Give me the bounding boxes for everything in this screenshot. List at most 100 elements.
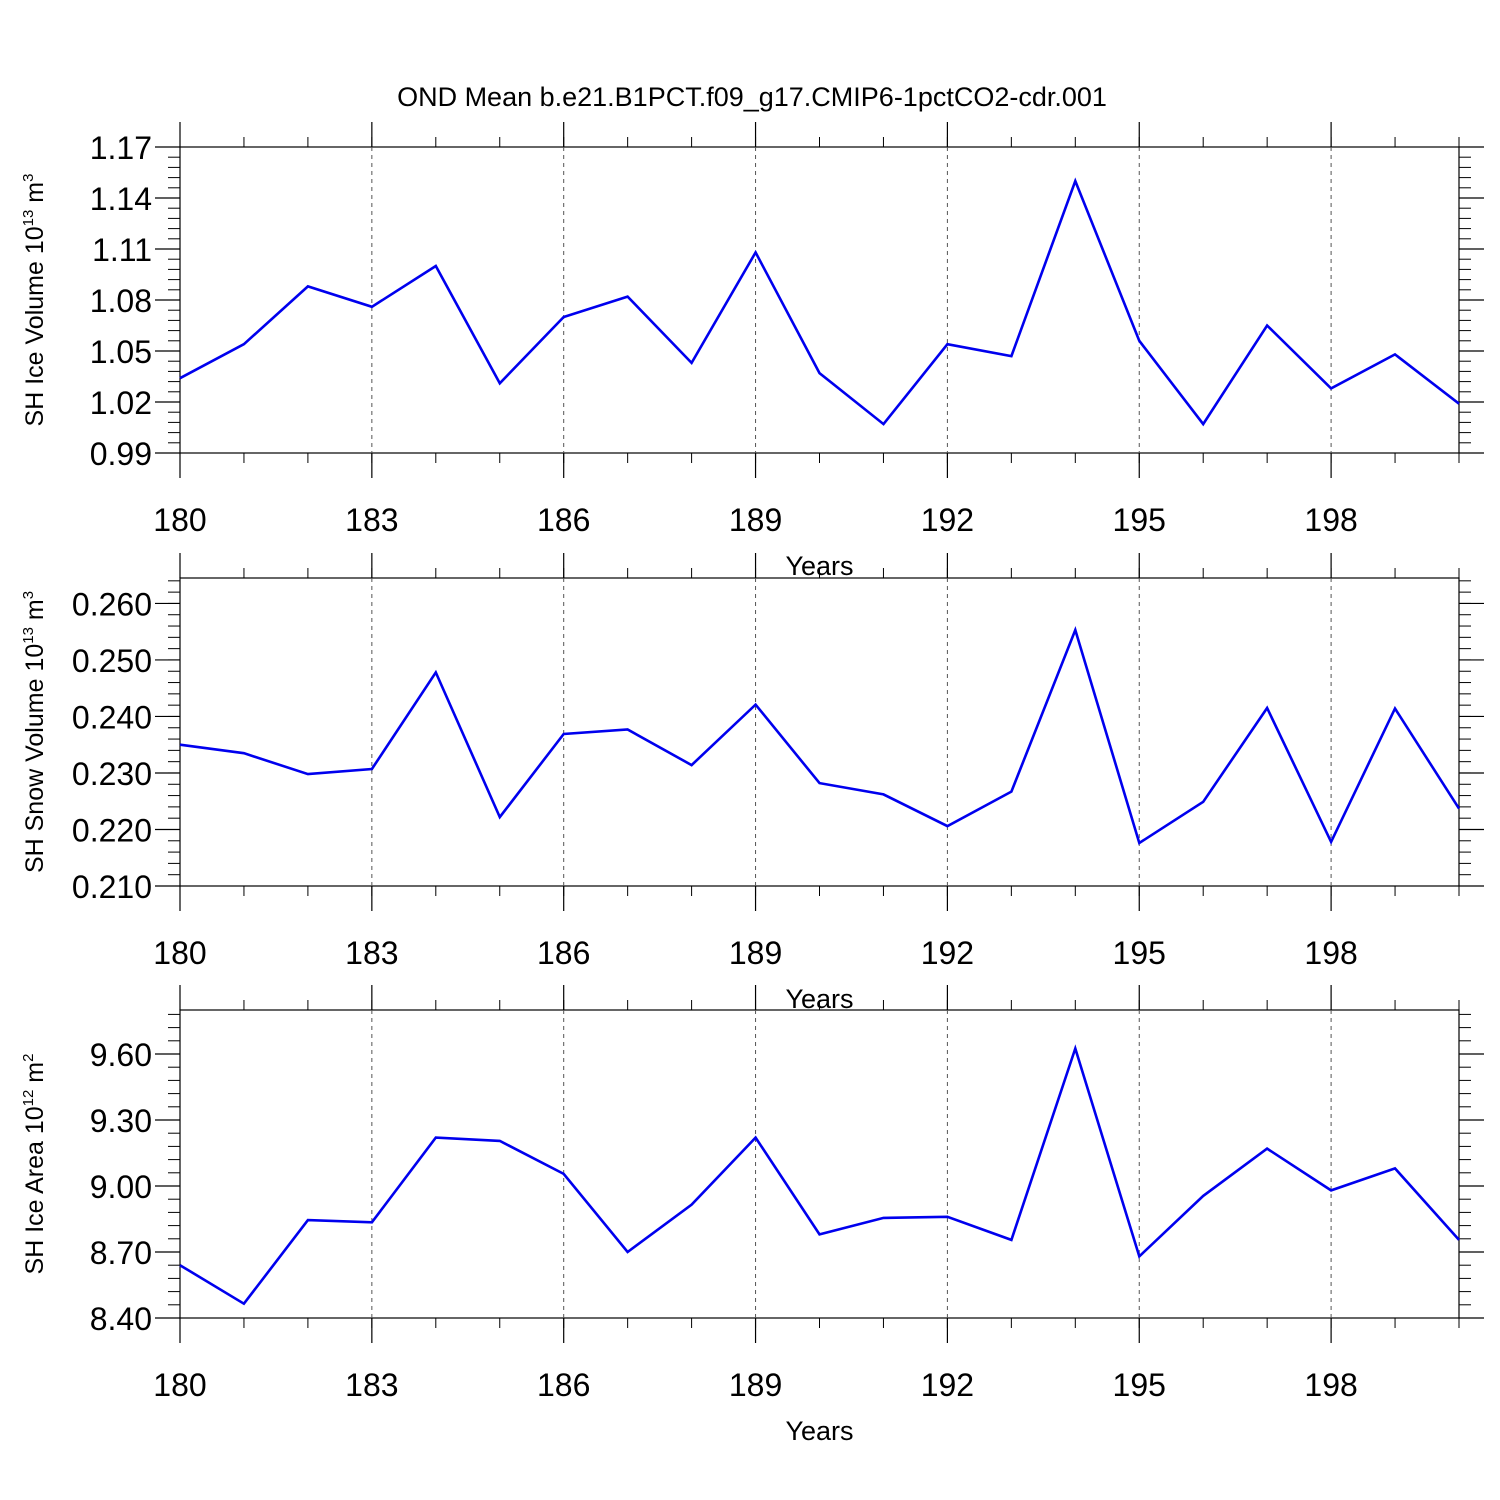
x-tick-label: 183 [345,935,398,971]
x-tick-label: 198 [1304,935,1357,971]
data-point [1393,1166,1397,1170]
data-point [881,792,885,796]
y-tick-label: 0.210 [72,869,152,905]
data-point [1201,800,1205,804]
data-point [498,815,502,819]
data-point [626,295,630,299]
y-tick-label: 1.14 [90,181,152,217]
y-axis-label: SH Snow Volume 1013 m3 [20,591,49,873]
x-tick-label: 189 [729,935,782,971]
x-tick-label: 195 [1113,502,1166,538]
x-tick-label: 183 [345,1367,398,1403]
data-point [498,1139,502,1143]
data-point [1201,1194,1205,1198]
y-tick-label: 9.60 [90,1037,152,1073]
x-tick-label: 198 [1304,1367,1357,1403]
data-point [306,1218,310,1222]
y-tick-label: 1.17 [90,130,152,166]
y-tick-label: 1.08 [90,283,152,319]
y-tick-label: 1.02 [90,385,152,421]
data-point [242,751,246,755]
data-point [178,743,182,747]
data-point [562,1172,566,1176]
x-tick-label: 186 [537,935,590,971]
y-tick-label: 1.05 [90,334,152,370]
data-point [306,284,310,288]
data-point [178,376,182,380]
data-point [690,361,694,365]
y-tick-label: 0.230 [72,756,152,792]
x-tick-label: 180 [153,502,206,538]
x-tick-label: 192 [921,1367,974,1403]
data-point [1137,841,1141,845]
x-tick-label: 198 [1304,502,1357,538]
y-tick-label: 0.240 [72,699,152,735]
data-point [370,1220,374,1224]
data-point [1393,707,1397,711]
data-point [690,763,694,767]
data-point [690,1203,694,1207]
series-line [179,626,1461,846]
figure-title: OND Mean b.e21.B1PCT.f09_g17.CMIP6-1pctC… [397,82,1107,112]
y-tick-label: 0.99 [90,436,152,472]
data-point [1073,628,1077,632]
data-point [1457,1238,1461,1242]
x-tick-label: 186 [537,1367,590,1403]
data-point [1329,1188,1333,1192]
data-point [1009,354,1013,358]
data-point [1393,352,1397,356]
panel-3: 180 183 186 189 192 195 198 8.40 8.70 9.00 9.30 9.6… [20,985,1484,1446]
data-point [1265,706,1269,710]
data-point [370,305,374,309]
data-point [754,703,758,707]
data-point [242,342,246,346]
data-point [945,342,949,346]
x-axis-label: Years [785,1416,853,1446]
data-point [1137,1254,1141,1258]
data-point [498,381,502,385]
x-tick-label: 180 [153,935,206,971]
data-point [1073,179,1077,183]
data-point [818,781,822,785]
data-point [562,732,566,736]
data-point [818,371,822,375]
data-point [945,824,949,828]
data-point [1265,1147,1269,1151]
data-point [1073,1047,1077,1051]
panel-2: 180 183 186 189 192 195 198 0.210 0.220 0.230 0.24… [20,553,1484,1014]
x-tick-label: 186 [537,502,590,538]
data-point [178,1263,182,1267]
data-point [1009,790,1013,794]
y-tick-label: 0.260 [72,586,152,622]
x-tick-label: 189 [729,502,782,538]
data-point [434,670,438,674]
series-line [179,177,1460,427]
data-point [1329,840,1333,844]
data-point [242,1302,246,1306]
data-point [1201,422,1205,426]
y-tick-label: 1.11 [92,232,152,268]
data-point [754,250,758,254]
data-point [881,422,885,426]
x-tick-label: 195 [1113,935,1166,971]
x-tick-label: 189 [729,1367,782,1403]
data-point [1265,324,1269,328]
panels: 180 183 186 189 192 195 198 0.99 1.02 1.05 1.08 1.1… [20,122,1484,1446]
y-tick-label: 9.00 [90,1169,152,1205]
x-tick-label: 192 [921,502,974,538]
data-point [945,1215,949,1219]
x-tick-label: 183 [345,502,398,538]
data-point [306,772,310,776]
data-point [1137,339,1141,343]
data-point [370,767,374,771]
x-tick-label: 192 [921,935,974,971]
data-point [434,264,438,268]
data-point [1457,807,1461,811]
x-tick-label: 180 [153,1367,206,1403]
y-tick-label: 0.220 [72,812,152,848]
panel-1: 180 183 186 189 192 195 198 0.99 1.02 1.05 1.08 1.1… [20,122,1484,581]
x-tick-label: 195 [1113,1367,1166,1403]
data-point [1457,402,1461,406]
data-point [1329,386,1333,390]
